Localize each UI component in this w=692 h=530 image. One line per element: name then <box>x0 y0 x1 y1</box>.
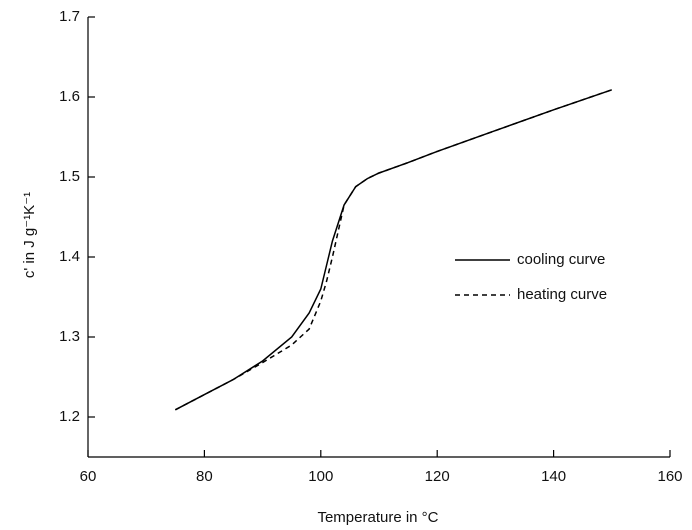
y-tick-label: 1.2 <box>59 408 80 425</box>
legend-label: cooling curve <box>517 251 605 268</box>
x-tick-label: 120 <box>425 468 450 485</box>
y-tick-label: 1.6 <box>59 88 80 105</box>
y-tick-label: 1.5 <box>59 168 80 185</box>
x-tick-label: 100 <box>308 468 333 485</box>
x-tick-label: 60 <box>80 468 97 485</box>
curve <box>174 89 613 411</box>
x-tick-label: 160 <box>657 468 682 485</box>
y-axis-label: c' in J g⁻¹K⁻¹ <box>21 192 38 278</box>
curve <box>174 89 613 411</box>
y-tick-label: 1.4 <box>59 248 80 265</box>
x-tick-label: 80 <box>196 468 213 485</box>
x-tick-label: 140 <box>541 468 566 485</box>
y-tick-label: 1.3 <box>59 328 80 345</box>
x-axis-label: Temperature in °C <box>317 509 438 526</box>
y-tick-label: 1.7 <box>59 8 80 25</box>
legend-label: heating curve <box>517 286 607 303</box>
